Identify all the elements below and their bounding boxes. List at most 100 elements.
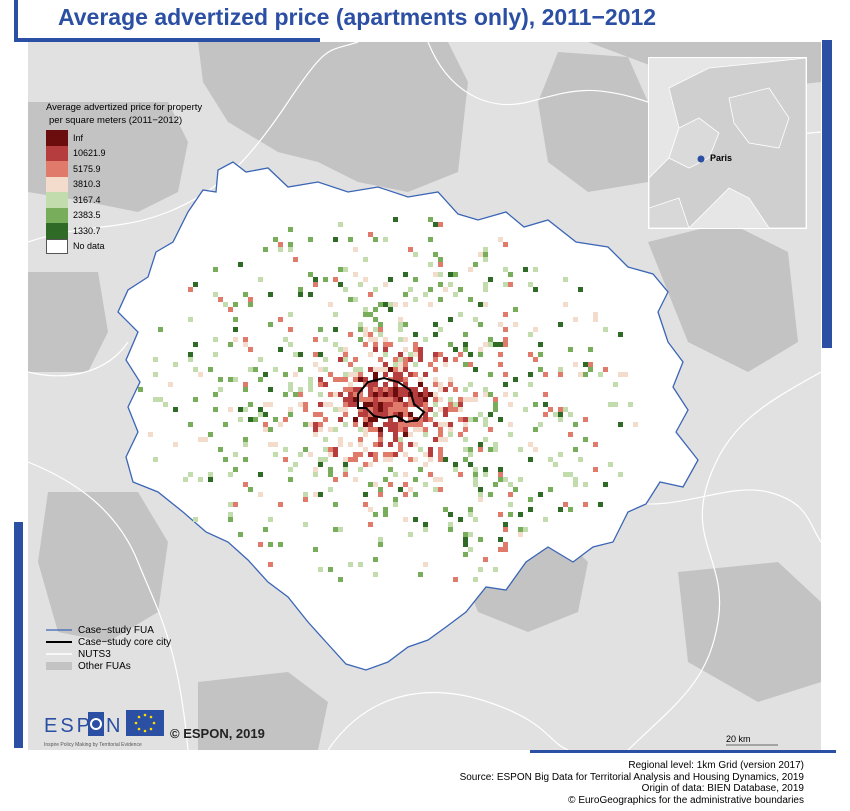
- grid-cell: [383, 507, 388, 512]
- grid-cell: [468, 452, 473, 457]
- grid-cell: [373, 452, 378, 457]
- grid-cell: [373, 387, 378, 392]
- grid-cell: [243, 382, 248, 387]
- grid-cell: [463, 347, 468, 352]
- grid-cell: [368, 397, 373, 402]
- grid-cell: [393, 502, 398, 507]
- grid-cell: [378, 302, 383, 307]
- grid-cell: [198, 477, 203, 482]
- legend-class-row: 3167.4: [46, 192, 202, 208]
- grid-cell: [403, 387, 408, 392]
- grid-cell: [353, 402, 358, 407]
- grid-cell: [383, 477, 388, 482]
- legend-swatch: [46, 238, 68, 254]
- grid-cell: [568, 432, 573, 437]
- grid-cell: [583, 437, 588, 442]
- grid-cell: [473, 262, 478, 267]
- grid-cell: [573, 362, 578, 367]
- grid-cell: [458, 472, 463, 477]
- grid-cell: [418, 397, 423, 402]
- grid-cell: [403, 517, 408, 522]
- grid-cell: [363, 307, 368, 312]
- grid-cell: [528, 332, 533, 337]
- grid-cell: [338, 407, 343, 412]
- grid-cell: [288, 342, 293, 347]
- grid-cell: [453, 577, 458, 582]
- grid-cell: [418, 382, 423, 387]
- grid-cell: [508, 502, 513, 507]
- grid-cell: [628, 402, 633, 407]
- grid-cell: [458, 352, 463, 357]
- grid-cell: [228, 307, 233, 312]
- grid-cell: [433, 222, 438, 227]
- grid-cell: [333, 452, 338, 457]
- grid-cell: [478, 487, 483, 492]
- grid-cell: [323, 357, 328, 362]
- grid-cell: [378, 427, 383, 432]
- grid-cell: [383, 282, 388, 287]
- grid-cell: [523, 527, 528, 532]
- grid-cell: [418, 467, 423, 472]
- grid-cell: [333, 407, 338, 412]
- grid-cell: [398, 427, 403, 432]
- grid-cell: [423, 432, 428, 437]
- grid-cell: [348, 332, 353, 337]
- grid-cell: [358, 327, 363, 332]
- grid-cell: [503, 337, 508, 342]
- grid-cell: [198, 437, 203, 442]
- legend-swatch: [46, 130, 68, 146]
- legend-other-fuas: Other FUAs: [46, 660, 171, 672]
- legend-class-label: No data: [73, 241, 105, 252]
- grid-cell: [498, 237, 503, 242]
- grid-cell: [383, 457, 388, 462]
- grid-cell: [458, 517, 463, 522]
- grid-cell: [403, 337, 408, 342]
- grid-cell: [368, 412, 373, 417]
- grid-cell: [388, 397, 393, 402]
- grid-cell: [248, 367, 253, 372]
- grid-cell: [438, 282, 443, 287]
- grid-cell: [358, 412, 363, 417]
- grid-cell: [428, 452, 433, 457]
- grid-cell: [263, 422, 268, 427]
- grid-cell: [438, 457, 443, 462]
- grid-cell: [618, 332, 623, 337]
- grid-cell: [438, 427, 443, 432]
- legend-title-line2: per square meters (2011−2012): [49, 115, 183, 126]
- grid-cell: [368, 452, 373, 457]
- grid-cell: [478, 352, 483, 357]
- grid-cell: [448, 397, 453, 402]
- grid-cell: [248, 417, 253, 422]
- grid-cell: [363, 332, 368, 337]
- legend-swatch: [46, 176, 68, 192]
- grid-cell: [363, 407, 368, 412]
- grid-cell: [488, 372, 493, 377]
- grid-cell: [568, 412, 573, 417]
- grid-cell: [463, 417, 468, 422]
- grid-cell: [308, 292, 313, 297]
- grid-cell: [493, 342, 498, 347]
- grid-cell: [453, 292, 458, 297]
- grid-cell: [398, 402, 403, 407]
- grid-cell: [313, 472, 318, 477]
- grid-cell: [433, 322, 438, 327]
- grid-cell: [503, 382, 508, 387]
- grid-cell: [413, 297, 418, 302]
- grid-cell: [413, 422, 418, 427]
- grid-cell: [473, 467, 478, 472]
- grid-cell: [343, 387, 348, 392]
- map-area[interactable]: [28, 42, 821, 750]
- grid-cell: [343, 397, 348, 402]
- grid-cell: [448, 382, 453, 387]
- grid-cell: [468, 417, 473, 422]
- grid-cell: [423, 292, 428, 297]
- grid-cell: [343, 472, 348, 477]
- grid-cell: [423, 397, 428, 402]
- grid-cell: [373, 347, 378, 352]
- grid-cell: [588, 367, 593, 372]
- grid-cell: [368, 402, 373, 407]
- grid-cell: [398, 387, 403, 392]
- grid-cell: [323, 437, 328, 442]
- grid-cell: [578, 372, 583, 377]
- map-title: Average advertized price (apartments onl…: [58, 4, 657, 30]
